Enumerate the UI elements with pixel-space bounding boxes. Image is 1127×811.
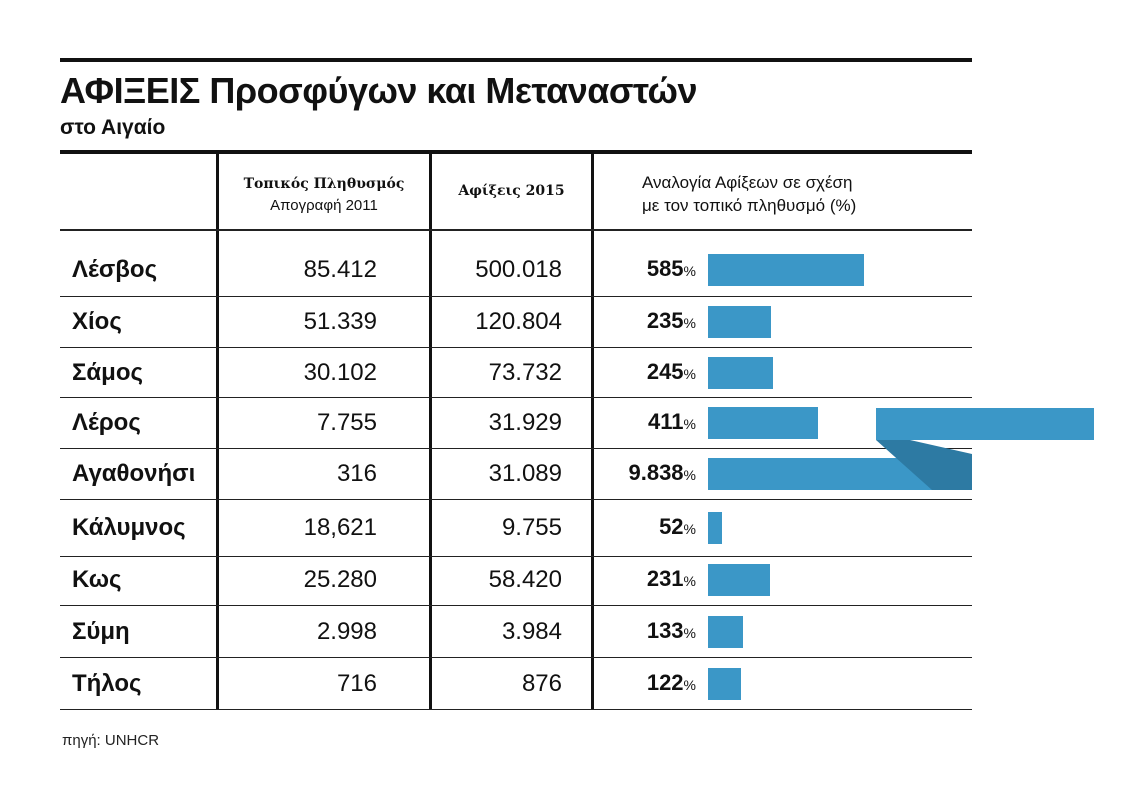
row-name: Τήλος	[72, 669, 142, 697]
ratio-bar-fold	[876, 440, 972, 490]
ratio-header-line1: Αναλογία Αφίξεων σε σχέση	[642, 173, 853, 192]
chart-title: ΑΦΙΞΕΙΣ Προσφύγων και Μεταναστών	[60, 70, 697, 111]
ratio-bar	[708, 356, 774, 389]
row-name: Σάμος	[72, 358, 143, 386]
row-name: Κως	[72, 565, 122, 593]
ratio-label: 231%	[594, 566, 696, 592]
header-bottom-rule	[60, 229, 972, 231]
ratio-label: 585%	[594, 256, 696, 282]
ratio-label: 133%	[594, 618, 696, 644]
arrivals-value: 58.420	[488, 565, 562, 593]
population-value: 7.755	[316, 409, 377, 436]
ratio-unit: %	[683, 467, 696, 483]
ratio-unit: %	[683, 676, 696, 693]
ratio-value: 411	[648, 409, 684, 434]
column-divider	[216, 153, 219, 710]
chart-subtitle: στο Αιγαίο	[60, 116, 166, 139]
arrivals-value: 120.804	[475, 308, 562, 335]
row-divider	[60, 448, 972, 449]
row-divider	[60, 347, 972, 348]
ratio-value: 9.838	[628, 460, 684, 485]
ratio-bar	[708, 306, 771, 338]
arrivals-value: 31.089	[488, 460, 562, 487]
population-value: 716	[336, 669, 377, 697]
population-value: 30.102	[303, 358, 377, 386]
arrivals-value: 3.984	[501, 617, 562, 645]
ratio-bar-overflow-segment	[876, 408, 1094, 440]
row-name: Χίος	[72, 308, 122, 335]
ratio-label: 245%	[594, 359, 696, 385]
population-value: 2.998	[316, 617, 377, 645]
column-divider	[591, 153, 594, 710]
population-value: 85.412	[303, 256, 377, 283]
ratio-unit: %	[683, 521, 696, 537]
ratio-unit: %	[683, 263, 696, 279]
row-divider	[60, 296, 972, 297]
ratio-unit: %	[683, 365, 696, 382]
ratio-unit: %	[683, 624, 696, 641]
ratio-label: 52%	[594, 514, 696, 540]
ratio-unit: %	[683, 315, 696, 331]
row-divider	[60, 397, 972, 398]
ratio-bar	[708, 667, 741, 700]
arrivals-value: 73.732	[488, 358, 562, 386]
population-value: 316	[336, 460, 377, 487]
ratio-value: 122	[646, 669, 684, 695]
row-divider	[60, 709, 972, 710]
ratio-label: 235%	[594, 308, 696, 334]
population-value: 25.280	[303, 565, 377, 593]
ratio-value: 133	[646, 617, 684, 643]
ratio-bar	[708, 615, 744, 648]
ratio-header-line2: με τον τοπικό πληθυσμό (%)	[642, 196, 857, 215]
ratio-label: 411%	[594, 409, 696, 435]
ratio-value: 231	[646, 565, 684, 591]
ratio-value: 245	[646, 358, 684, 384]
arrivals-value: 876	[521, 669, 562, 697]
ratio-bar	[708, 512, 722, 544]
row-name: Λέρος	[72, 409, 141, 436]
row-divider	[60, 499, 972, 500]
ratio-bar-overflow	[876, 408, 1094, 490]
ratio-label: 122%	[594, 670, 696, 696]
arrivals-value: 500.018	[475, 256, 562, 283]
ratio-value: 235	[646, 308, 684, 333]
ratio-label: 9.838%	[594, 460, 696, 486]
ratio-value: 585	[646, 256, 684, 281]
population-value: 51.339	[303, 308, 377, 335]
row-name: Αγαθονήσι	[72, 460, 196, 487]
row-name: Λέσβος	[72, 256, 158, 283]
row-name: Κάλυμνος	[72, 514, 186, 541]
arrivals-value: 9.755	[501, 514, 562, 541]
population-header: Τοπικός Πληθυσμός	[243, 176, 405, 192]
ratio-bar	[708, 254, 864, 286]
arrivals-value: 31.929	[488, 409, 562, 436]
ratio-unit: %	[683, 416, 696, 432]
population-subheader: Απογραφή 2011	[270, 197, 378, 214]
arrivals-header: Αφίξεις 2015	[458, 183, 565, 199]
ratio-bar	[708, 563, 770, 596]
source-note: πηγή: UNHCR	[62, 732, 160, 749]
ratio-unit: %	[683, 572, 696, 589]
row-divider	[60, 605, 972, 606]
column-divider	[429, 153, 432, 710]
population-value: 18,621	[303, 514, 377, 541]
ratio-bar	[708, 407, 818, 439]
top-rule	[60, 58, 972, 62]
header-rule	[60, 150, 972, 154]
row-name: Σύμη	[72, 617, 130, 645]
ratio-value: 52	[659, 514, 684, 539]
row-divider	[60, 657, 972, 658]
row-divider	[60, 556, 972, 557]
